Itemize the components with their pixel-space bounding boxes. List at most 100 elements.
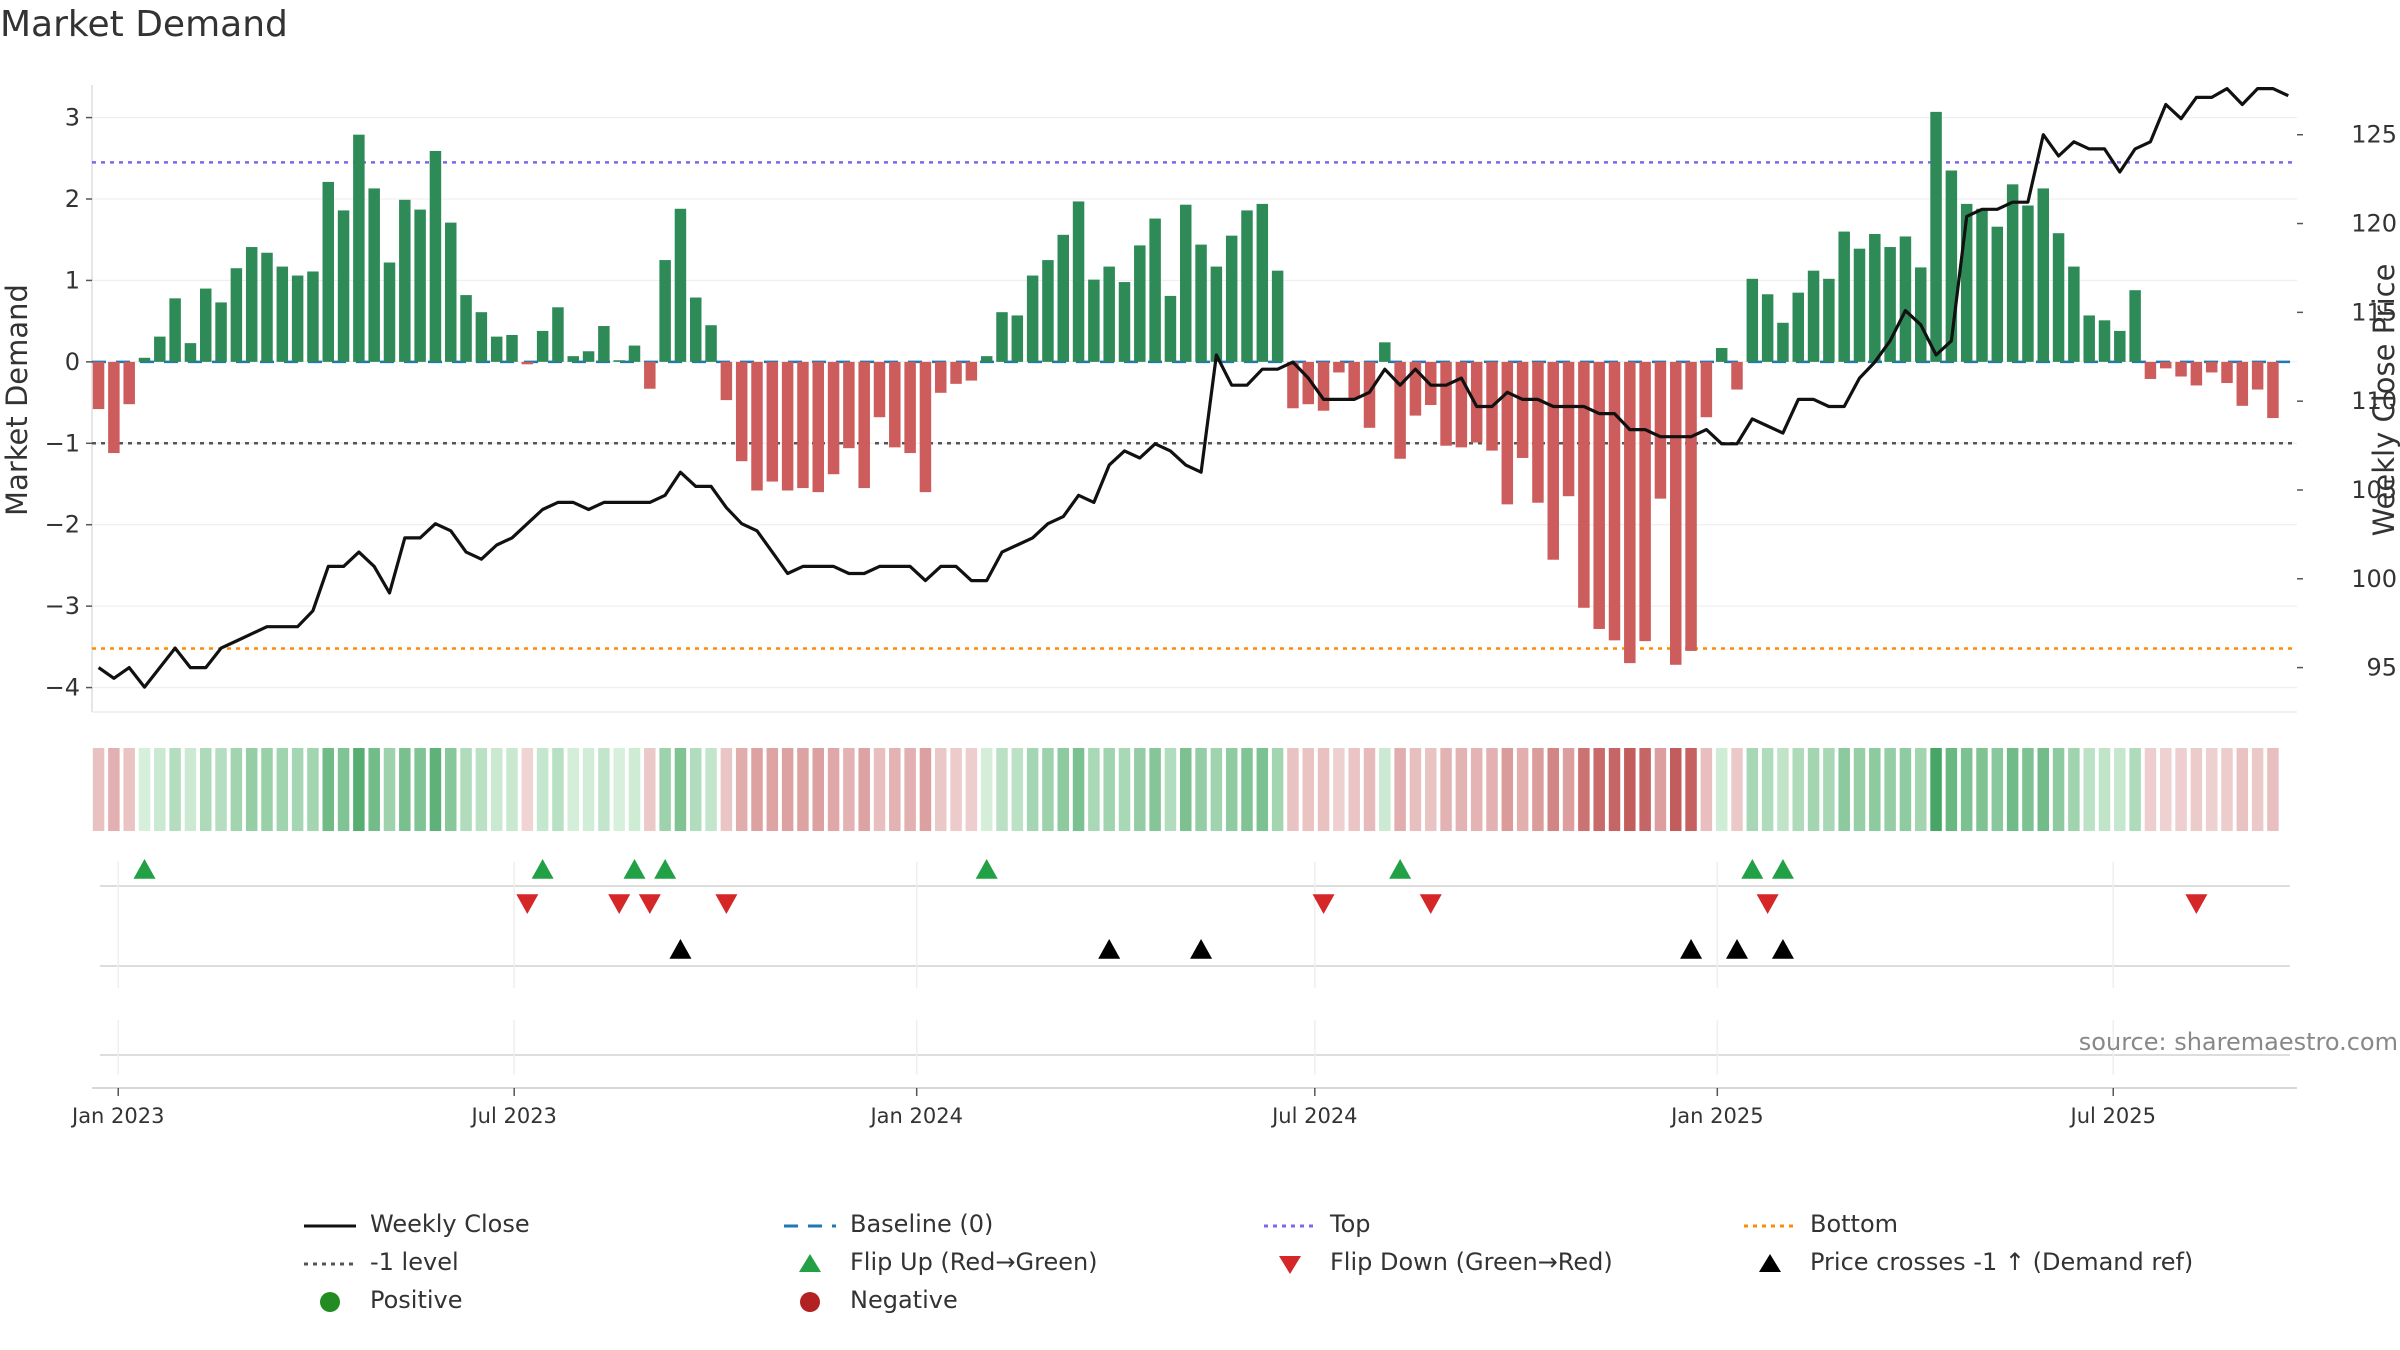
heat-cell [1072, 748, 1085, 831]
heat-cell [138, 748, 151, 831]
heat-cell [980, 748, 993, 831]
demand-bar [1271, 270, 1284, 362]
heat-cell [399, 748, 411, 831]
heat-cell [1195, 748, 1207, 831]
demand-bar [1225, 235, 1238, 362]
demand-bar [261, 252, 273, 362]
demand-bar [1440, 361, 1452, 446]
heat-cell [261, 748, 273, 831]
heat-cell [1578, 748, 1590, 831]
demand-bar [766, 361, 779, 482]
x-axis: Jan 2023 Jul 2023 Jan 2024 Jul 2024 Jan 2025… [70, 1088, 2156, 1128]
demand-bar [2006, 184, 2019, 362]
cross-marker [1726, 939, 1748, 959]
heat-cell [1394, 748, 1406, 831]
heat-cell [2144, 748, 2157, 831]
right-axis: 125 120 115 110 105 100 95 [2297, 121, 2397, 682]
flip-down-marker [1312, 894, 1335, 914]
legend-symbol [1759, 1254, 1781, 1272]
price-line [97, 86, 2289, 689]
demand-bar [475, 312, 488, 362]
demand-bar [1516, 361, 1529, 458]
left-tick-label: 3 [65, 104, 80, 132]
heat-cell [2205, 748, 2218, 831]
legend-symbol [800, 1292, 820, 1312]
heat-cell [2236, 748, 2249, 831]
demand-bar [1241, 210, 1253, 362]
heat-cell [1455, 748, 1468, 831]
flip-down-marker [715, 894, 738, 914]
demand-bar [1180, 204, 1192, 362]
heat-cell [1287, 748, 1299, 831]
heat-cell [291, 748, 304, 831]
heat-cell [1486, 748, 1498, 831]
demand-bar [2221, 361, 2233, 384]
demand-bar [414, 209, 426, 362]
heat-cell [2160, 748, 2172, 831]
heat-cell [1670, 748, 1682, 831]
heat-cell [2037, 748, 2049, 831]
heat-cell [1011, 748, 1024, 831]
heat-cell [1256, 748, 1269, 831]
demand-bar [1715, 348, 1728, 362]
heat-cell [383, 748, 396, 831]
demand-bar [1838, 231, 1850, 362]
demand-bar [1807, 270, 1820, 362]
heat-cell [200, 748, 212, 831]
heat-cell [628, 748, 641, 831]
flip-up-marker [623, 859, 646, 879]
demand-bar [2236, 361, 2249, 406]
legend-symbol [1279, 1256, 1301, 1274]
x-tick-label: Jul 2025 [2069, 1104, 2156, 1128]
demand-bars [92, 111, 2279, 665]
legend-label: Weekly Close [370, 1210, 530, 1238]
flip-up-marker [1771, 859, 1794, 879]
demand-bar [751, 361, 763, 491]
price-line-group [97, 86, 2289, 689]
demand-bar [1394, 361, 1406, 459]
demand-bar [1991, 226, 2004, 362]
heat-cell [1823, 748, 1835, 831]
heat-cell [705, 748, 717, 831]
demand-bar [322, 181, 334, 362]
demand-bar [123, 361, 135, 405]
heat-cell [1026, 748, 1039, 831]
demand-bar [2114, 330, 2126, 362]
demand-bar [2022, 205, 2034, 362]
heat-cell [1317, 748, 1330, 831]
heat-cell [1180, 748, 1192, 831]
demand-bar [858, 361, 870, 489]
demand-bar [1455, 361, 1468, 448]
demand-bar [506, 334, 518, 362]
demand-bar [215, 302, 227, 362]
grid-lines [91, 85, 2297, 713]
demand-bar [659, 260, 671, 362]
x-tick-label: Jul 2023 [469, 1104, 556, 1128]
heat-cell [1884, 748, 1896, 831]
heat-cell [2022, 748, 2034, 831]
heat-cell [2114, 748, 2126, 831]
demand-bar [1823, 278, 1835, 362]
heat-cell [1149, 748, 1161, 831]
signal-rows [92, 859, 2297, 1089]
demand-bar [1578, 361, 1590, 608]
demand-bar [720, 361, 733, 401]
heat-cell [1440, 748, 1452, 831]
y-axis-label-left: Market Demand [0, 284, 34, 516]
demand-bar [904, 361, 916, 454]
heat-cell [889, 748, 901, 831]
reference-lines [92, 161, 2297, 650]
heat-cell [1103, 748, 1115, 831]
heat-cell [1134, 748, 1146, 831]
heat-cell [904, 748, 916, 831]
heat-cell [582, 748, 595, 831]
demand-bar [843, 361, 855, 449]
heat-cell [552, 748, 564, 831]
demand-heat-strip [92, 748, 2279, 831]
legend-symbol [304, 1224, 356, 1228]
heat-cell [92, 748, 105, 831]
demand-bar [1761, 294, 1774, 362]
left-tick-label: −2 [45, 511, 80, 539]
left-tick-label: −3 [45, 592, 80, 620]
demand-bar [521, 361, 534, 365]
